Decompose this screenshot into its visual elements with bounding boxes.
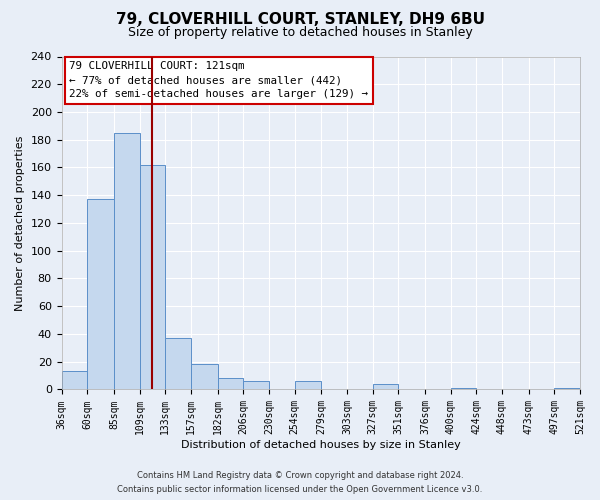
Text: Contains HM Land Registry data © Crown copyright and database right 2024.
Contai: Contains HM Land Registry data © Crown c… [118,472,482,494]
Bar [218,378,243,390]
Bar [62,372,87,390]
Bar [295,381,321,390]
Text: 79, CLOVERHILL COURT, STANLEY, DH9 6BU: 79, CLOVERHILL COURT, STANLEY, DH9 6BU [115,12,485,28]
X-axis label: Distribution of detached houses by size in Stanley: Distribution of detached houses by size … [181,440,461,450]
Bar [373,384,398,390]
Bar [114,133,140,390]
Text: 79 CLOVERHILL COURT: 121sqm
← 77% of detached houses are smaller (442)
22% of se: 79 CLOVERHILL COURT: 121sqm ← 77% of det… [70,62,368,100]
Bar [87,200,114,390]
Bar [140,164,165,390]
Y-axis label: Number of detached properties: Number of detached properties [15,136,25,310]
Bar [243,381,269,390]
Bar [451,388,476,390]
Bar [165,338,191,390]
Bar [554,388,580,390]
Bar [191,364,218,390]
Text: Size of property relative to detached houses in Stanley: Size of property relative to detached ho… [128,26,472,39]
